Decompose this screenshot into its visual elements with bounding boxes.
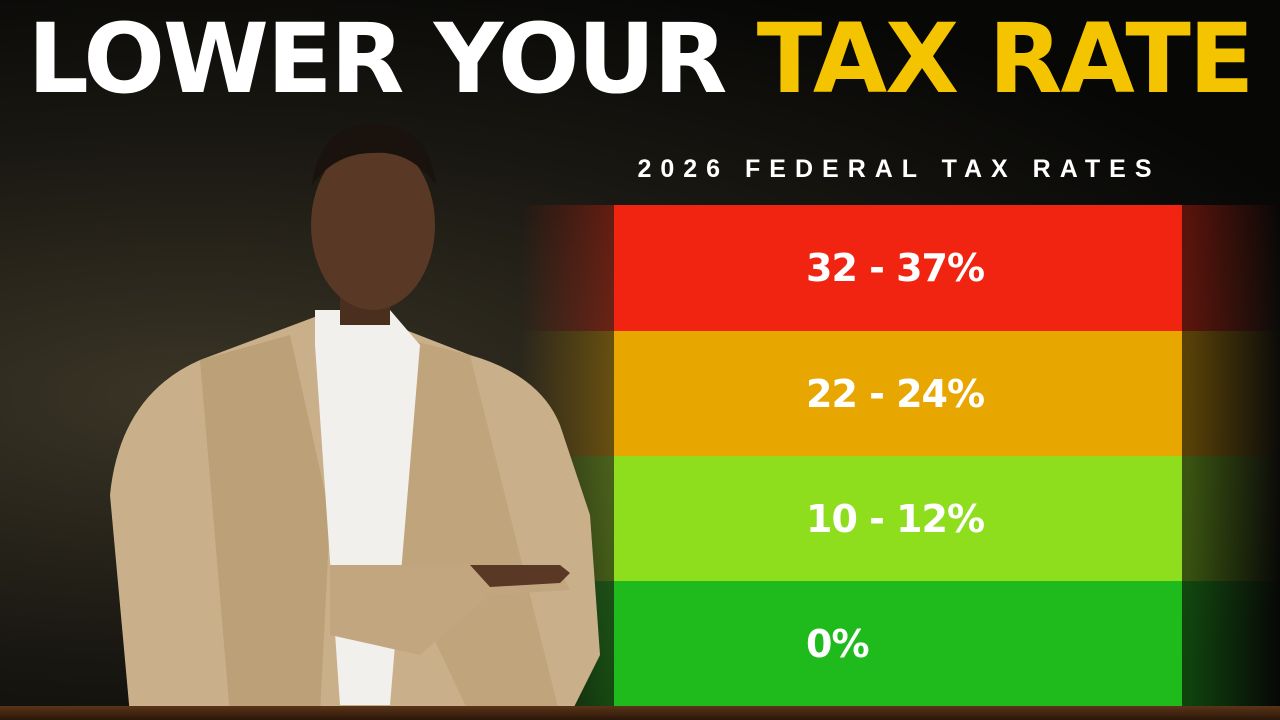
bracket-label: 22 - 24% bbox=[806, 371, 985, 416]
presenter-figure bbox=[110, 123, 600, 715]
chart-subtitle: 2026 FEDERAL TAX RATES bbox=[637, 155, 1161, 183]
bracket-label: 10 - 12% bbox=[806, 496, 985, 541]
tax-bracket-row: 10 - 12% bbox=[614, 456, 1182, 581]
tax-bracket-row: 22 - 24% bbox=[614, 331, 1182, 456]
desk bbox=[0, 706, 1280, 720]
tax-bracket-row: 0% bbox=[614, 581, 1182, 706]
headline: LOWER YOUR TAX RATE bbox=[0, 4, 1280, 114]
tax-bracket-row: 32 - 37% bbox=[614, 205, 1182, 331]
headline-accent: TAX RATE bbox=[756, 3, 1255, 115]
bracket-label: 0% bbox=[806, 621, 870, 666]
bracket-label: 32 - 37% bbox=[806, 246, 985, 290]
headline-white: LOWER YOUR bbox=[27, 3, 757, 115]
